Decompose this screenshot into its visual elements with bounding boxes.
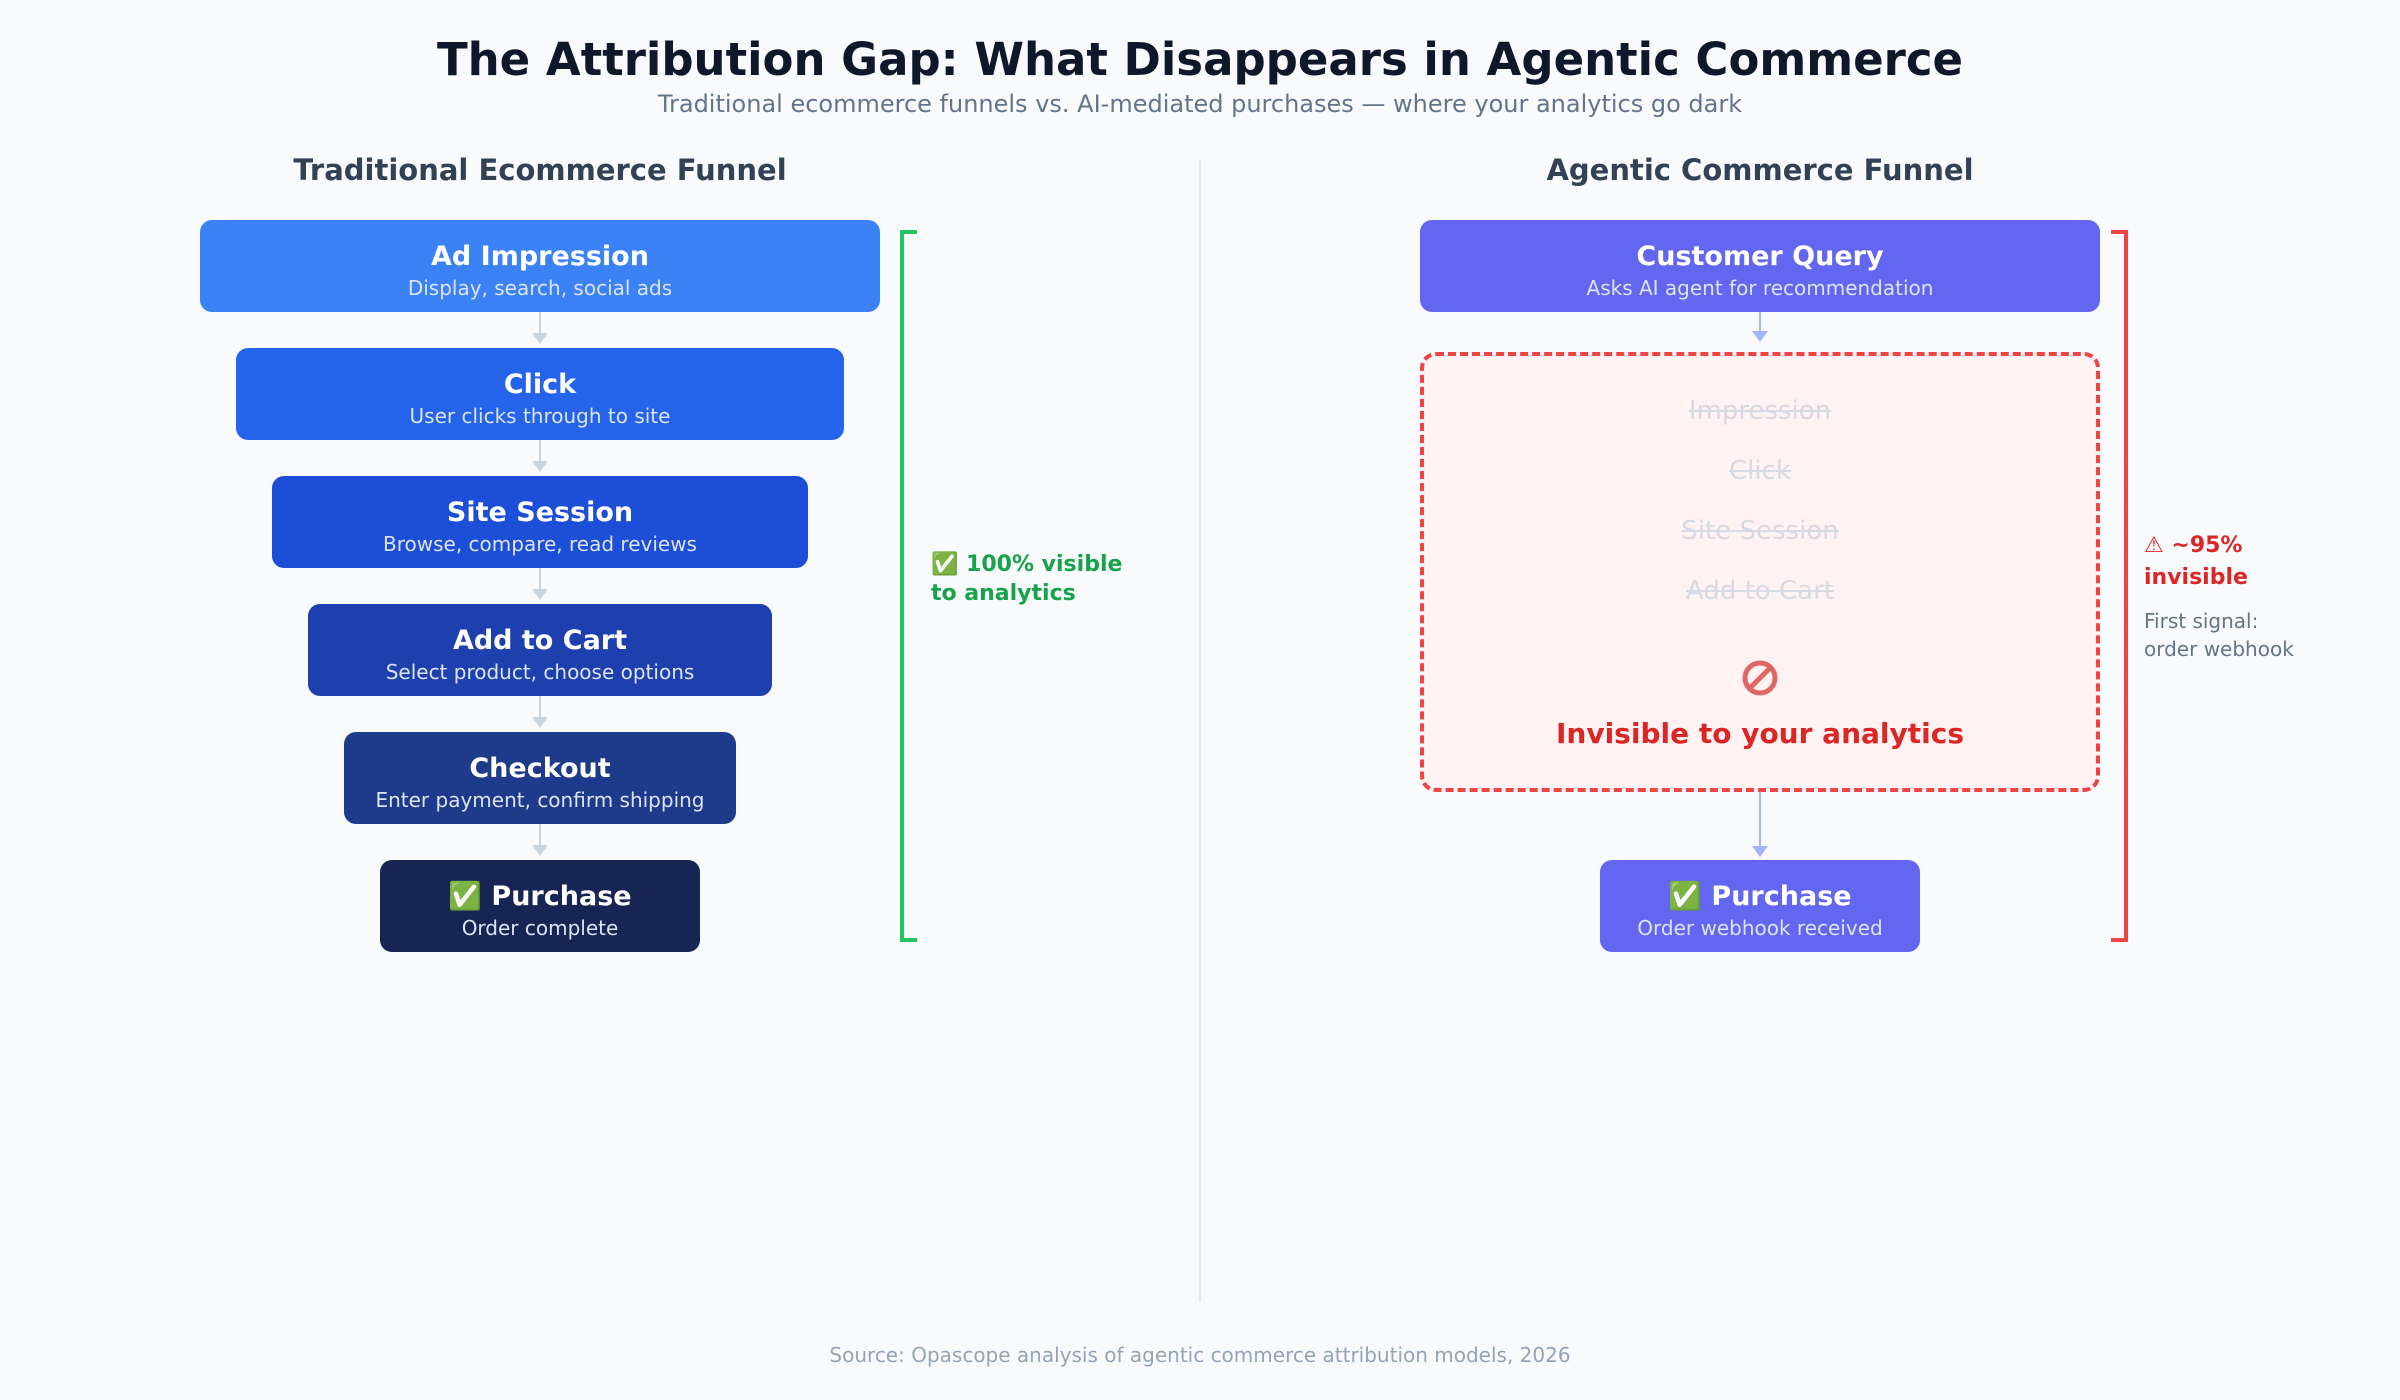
flow-arrow <box>539 440 541 466</box>
prohibited-icon <box>1740 658 1780 698</box>
invisible-zone <box>1420 352 2100 792</box>
visibility-label-line: invisible <box>2144 565 2248 590</box>
visibility-bracket <box>900 230 917 942</box>
flow-arrow <box>539 312 541 338</box>
source-note: Source: Opascope analysis of agentic com… <box>829 1343 1571 1367</box>
visibility-label: ✅ 100% visible to analytics <box>931 550 1171 608</box>
stage-name: ✅ Purchase <box>1668 881 1852 912</box>
stage-name: Customer Query <box>1636 241 1884 272</box>
first-signal-line: First signal: <box>2144 609 2259 633</box>
lost-stage: Site Session <box>1681 516 1839 546</box>
stage-description: Display, search, social ads <box>407 276 673 300</box>
stage-click: Click User clicks through to site <box>236 348 844 440</box>
lost-stage: Impression <box>1688 396 1832 426</box>
arrow-head-icon <box>1752 331 1768 342</box>
flow-arrow <box>539 696 541 722</box>
first-signal-line: order webhook <box>2144 637 2294 661</box>
lost-stage: Add to Cart <box>1686 576 1834 606</box>
arrow-head-icon <box>532 461 548 472</box>
stage-add-to-cart: Add to Cart Select product, choose optio… <box>308 604 772 696</box>
column-divider <box>1199 160 1201 1302</box>
visibility-bracket <box>2111 230 2128 942</box>
stage-checkout: Checkout Enter payment, confirm shipping <box>344 732 736 824</box>
arrow-head-icon <box>532 333 548 344</box>
chart-subtitle: Traditional ecommerce funnels vs. AI-med… <box>657 90 1743 118</box>
stage-description: User clicks through to site <box>409 404 671 428</box>
stage-description: Asks AI agent for recommendation <box>1586 276 1934 300</box>
chart-title: The Attribution Gap: What Disappears in … <box>436 33 1964 86</box>
flow-arrow <box>539 824 541 850</box>
arrow-head-icon <box>1752 846 1768 857</box>
lost-stage: Click <box>1729 456 1791 486</box>
agentic-funnel-heading: Agentic Commerce Funnel <box>1546 153 1974 187</box>
stage-ad-impression: Ad Impression Display, search, social ad… <box>200 220 880 312</box>
stage-description: Order complete <box>461 916 619 940</box>
stage-name: Add to Cart <box>452 625 628 656</box>
visibility-label-line: ⚠ ~95% <box>2144 533 2243 558</box>
stage-name: Site Session <box>446 497 634 528</box>
visibility-label-line: ✅ 100% visible <box>931 552 1123 577</box>
stage-name: Ad Impression <box>431 241 649 272</box>
stage-description: Select product, choose options <box>385 660 695 684</box>
stage-description: Order webhook received <box>1637 916 1883 940</box>
stage-name: Click <box>503 369 577 400</box>
visibility-label-line: to analytics <box>931 581 1076 606</box>
arrow-head-icon <box>532 717 548 728</box>
invisible-label: Invisible to your analytics <box>1555 717 1964 750</box>
arrow-head-icon <box>532 845 548 856</box>
stage-purchase: ✅ Purchase Order complete <box>380 860 700 952</box>
visibility-label: ⚠ ~95% invisible <box>2144 530 2384 594</box>
stage-purchase: ✅ Purchase Order webhook received <box>1600 860 1920 952</box>
stage-name: ✅ Purchase <box>448 881 632 912</box>
flow-arrow <box>539 568 541 594</box>
flow-arrow <box>1759 312 1761 336</box>
stage-description: Enter payment, confirm shipping <box>375 788 705 812</box>
stage-name: Checkout <box>469 753 611 784</box>
flow-arrow <box>1759 792 1761 852</box>
stage-site-session: Site Session Browse, compare, read revie… <box>272 476 808 568</box>
first-signal-note: First signal: order webhook <box>2144 607 2384 663</box>
arrow-head-icon <box>532 589 548 600</box>
traditional-funnel-heading: Traditional Ecommerce Funnel <box>293 153 787 187</box>
stage-customer-query: Customer Query Asks AI agent for recomme… <box>1420 220 2100 312</box>
stage-description: Browse, compare, read reviews <box>383 532 697 556</box>
